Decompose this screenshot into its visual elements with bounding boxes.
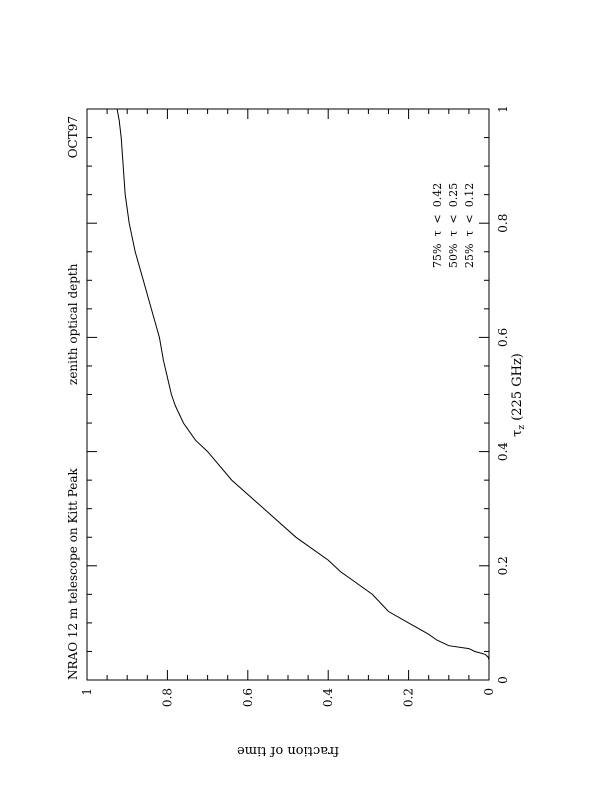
plot-frame: [86, 108, 490, 681]
chart-title: NRAO 12 m telescope on Kitt Peak: [66, 467, 80, 680]
y-tick-label: 0.4: [321, 688, 335, 707]
x-axis-label-sub: z: [517, 425, 527, 430]
x-tick-label: 0.8: [496, 214, 510, 233]
x-axis-label-main: τ: [510, 430, 525, 437]
annotation-75: 75% τ < 0.42: [431, 183, 444, 268]
y-tick-label: 0.2: [402, 688, 416, 707]
annotation-25: 25% τ < 0.12: [463, 183, 476, 268]
cumulative-curve: [116, 108, 490, 680]
y-tick-label: 0: [482, 688, 496, 696]
x-tick-label: 0: [496, 676, 510, 684]
y-tick-labels: 0 0.2 0.4 0.6 0.8 1: [80, 688, 496, 707]
annotation-50: 50% τ < 0.25: [447, 183, 460, 268]
x-tick-label: 0.6: [496, 328, 510, 347]
y-tick-label: 1: [80, 688, 94, 696]
x-tick-labels: 0 0.2 0.4 0.6 0.8 1: [496, 105, 510, 684]
y-tick-label: 0.6: [241, 688, 255, 707]
chart-subtitle: zenith optical depth: [66, 263, 80, 385]
y-tick-label: 0.8: [160, 688, 174, 707]
x-axis-label-rest: (225 GHz): [510, 353, 525, 425]
x-tick-label: 0.4: [496, 442, 510, 461]
y-axis-label: fraction of time: [237, 743, 339, 758]
chart-tag: OCT97: [66, 116, 80, 158]
x-tick-label: 0.2: [496, 556, 510, 575]
x-tick-label: 1: [496, 105, 510, 113]
ticks: [86, 108, 490, 681]
x-axis-label: τz (225 GHz): [510, 353, 527, 437]
